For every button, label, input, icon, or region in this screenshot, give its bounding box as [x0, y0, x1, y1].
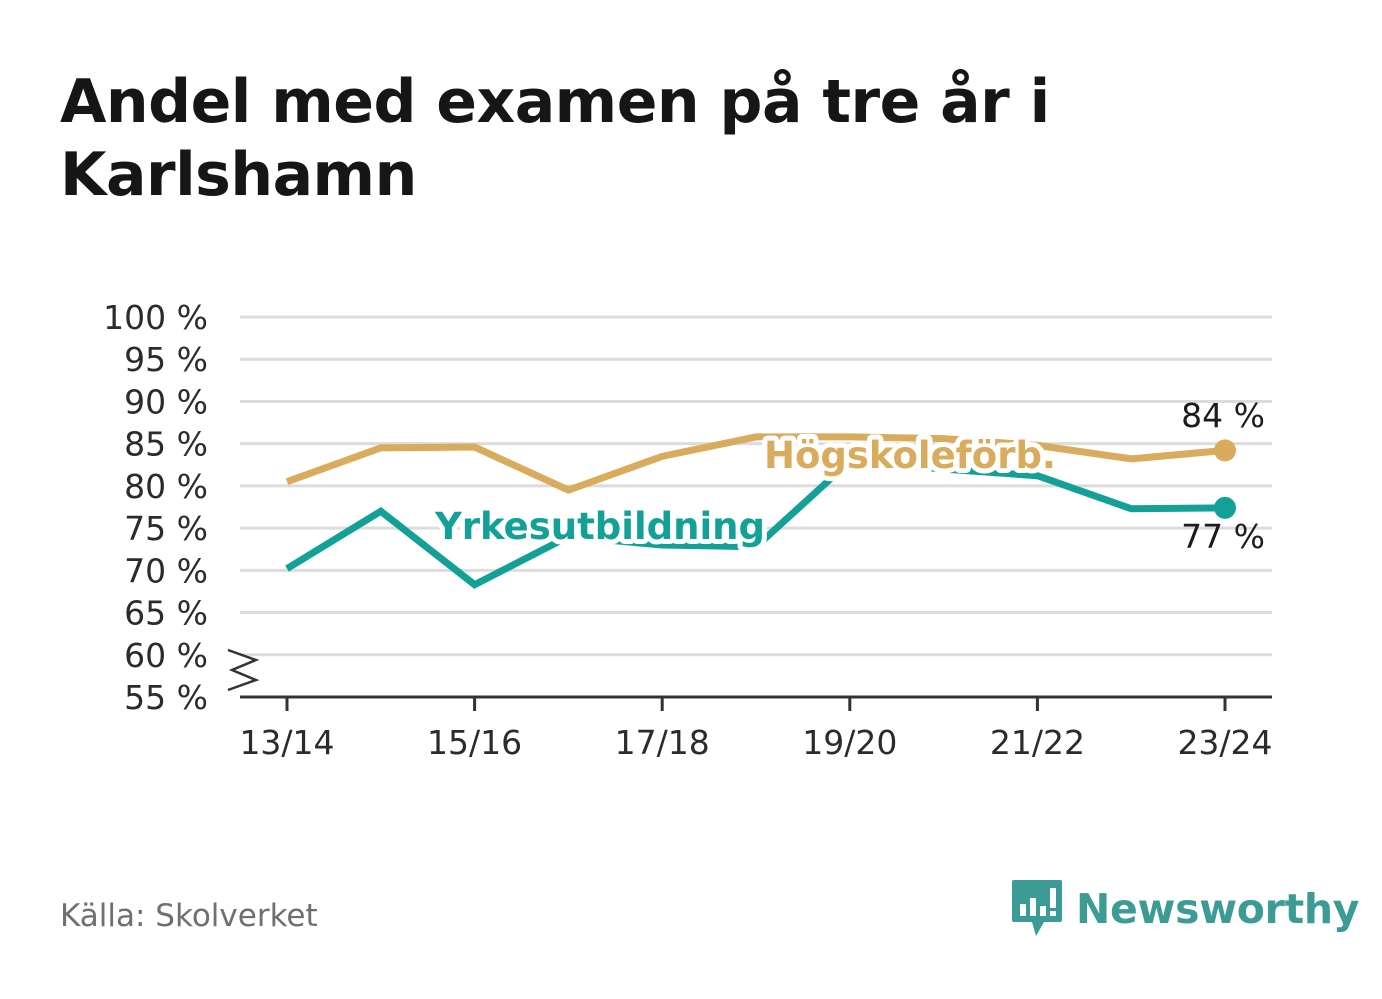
x-tick-label: 13/14: [239, 723, 334, 762]
y-tick-label: 100 %: [103, 298, 208, 337]
y-tick-label: 85 %: [124, 425, 208, 464]
brand-logo: Newsworthy: [1010, 878, 1359, 940]
y-tick-label: 60 %: [124, 636, 208, 675]
y-tick-label: 70 %: [124, 551, 208, 590]
y-tick-label: 65 %: [124, 594, 208, 633]
chart-title: Andel med examen på tre år i Karlshamn: [60, 67, 1050, 210]
grid-lines: [240, 315, 1272, 657]
series-labels: Högskoleförb. Yrkesutbildning 84 % 77 %: [429, 396, 1265, 556]
x-tick-label: 17/18: [615, 723, 710, 762]
y-tick-label: 80 %: [124, 467, 208, 506]
series-name-label: Högskoleförb.: [764, 434, 1056, 477]
series-lines: [285, 433, 1236, 589]
y-tick-label: 95 %: [124, 340, 208, 379]
x-tick-label: 23/24: [1177, 723, 1272, 762]
brand-name: Newsworthy: [1076, 885, 1360, 933]
end-value-label: 84 %: [1181, 396, 1265, 435]
x-tick-label: 15/16: [427, 723, 522, 762]
end-value-label: 77 %: [1181, 517, 1265, 556]
series-line-1: [285, 457, 1226, 589]
series-line-0: [285, 433, 1226, 494]
x-axis: [227, 648, 1272, 711]
source-note: Källa: Skolverket: [60, 898, 318, 934]
axis-break-icon: [227, 648, 260, 692]
x-tick-label: 21/22: [990, 723, 1085, 762]
series-name-label: Yrkesutbildning: [434, 505, 765, 548]
series-end-point: [1214, 496, 1236, 519]
series-end-point: [1214, 439, 1236, 462]
newsworthy-logo-icon: [1012, 880, 1062, 936]
x-tick-label: 19/20: [802, 723, 897, 762]
x-axis-labels: 13/14 15/16 17/18 19/20 21/22 23/24: [239, 723, 1272, 762]
y-tick-label: 75 %: [124, 509, 208, 548]
y-axis-labels: 100 %95 %90 % 85 %80 %75 %70 % 65 %60 %55 …: [103, 298, 208, 717]
y-tick-label: 90 %: [124, 382, 208, 421]
y-tick-label: 55 %: [124, 678, 208, 717]
